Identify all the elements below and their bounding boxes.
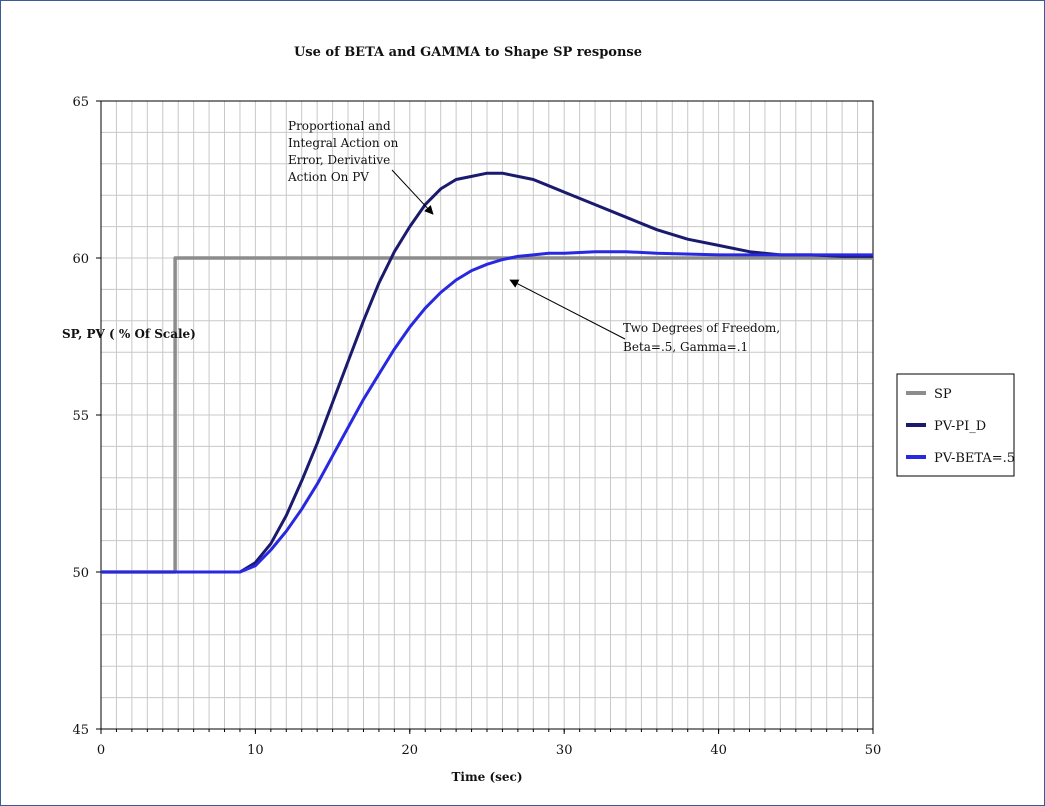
x-tick-label: 30 — [556, 743, 573, 758]
legend-label-pv-pi-d: PV-PI_D — [934, 419, 986, 434]
annotation-two-dof-arrow — [509, 279, 626, 340]
x-tick-label: 0 — [97, 743, 105, 758]
annotation-two-dof-line-1: Two Degrees of Freedom, — [623, 321, 780, 335]
legend-label-sp: SP — [934, 387, 952, 402]
annotation-pi-d-arrow — [391, 169, 434, 215]
x-tick-label: 40 — [710, 743, 727, 758]
series-group — [101, 171, 873, 574]
annotation-pi-d-line-3: Error, Derivative — [288, 153, 390, 167]
y-tick-label: 55 — [72, 409, 89, 424]
annotation-pi-d-line-1: Proportional and — [288, 119, 391, 133]
annotation-two-dof-line-2: Beta=.5, Gamma=.1 — [623, 340, 748, 354]
y-tick-label: 50 — [72, 566, 89, 581]
x-tick-label: 20 — [402, 743, 419, 758]
y-tick-label: 45 — [72, 723, 89, 738]
y-axis-label: SP, PV ( % Of Scale) — [62, 327, 196, 341]
x-axis-label: Time (sec) — [451, 770, 522, 784]
y-tick-label: 60 — [72, 252, 89, 267]
y-tick-label: 65 — [72, 95, 89, 110]
x-tick-label: 10 — [247, 743, 264, 758]
annotation-pi-d-line-2: Integral Action on — [288, 136, 399, 150]
series-line-pv-pi-d — [101, 171, 873, 574]
annotation-pi-d-line-4: Action On PV — [287, 170, 369, 184]
ticks: 0 10 20 30 40 50 45 50 55 60 65 — [72, 95, 881, 758]
series-line-pv-beta-5 — [101, 250, 873, 574]
annotation-two-dof: Two Degrees of Freedom, Beta=.5, Gamma=.… — [509, 279, 780, 354]
legend: SP PV-PI_D PV-BETA=.5 — [896, 373, 1015, 477]
x-tick-label: 50 — [865, 743, 882, 758]
annotation-pi-d: Proportional and Integral Action on Erro… — [287, 119, 434, 215]
grid — [100, 100, 874, 730]
chart-title: Use of BETA and GAMMA to Shape SP respon… — [294, 45, 642, 60]
legend-label-pv-beta: PV-BETA=.5 — [934, 451, 1015, 466]
